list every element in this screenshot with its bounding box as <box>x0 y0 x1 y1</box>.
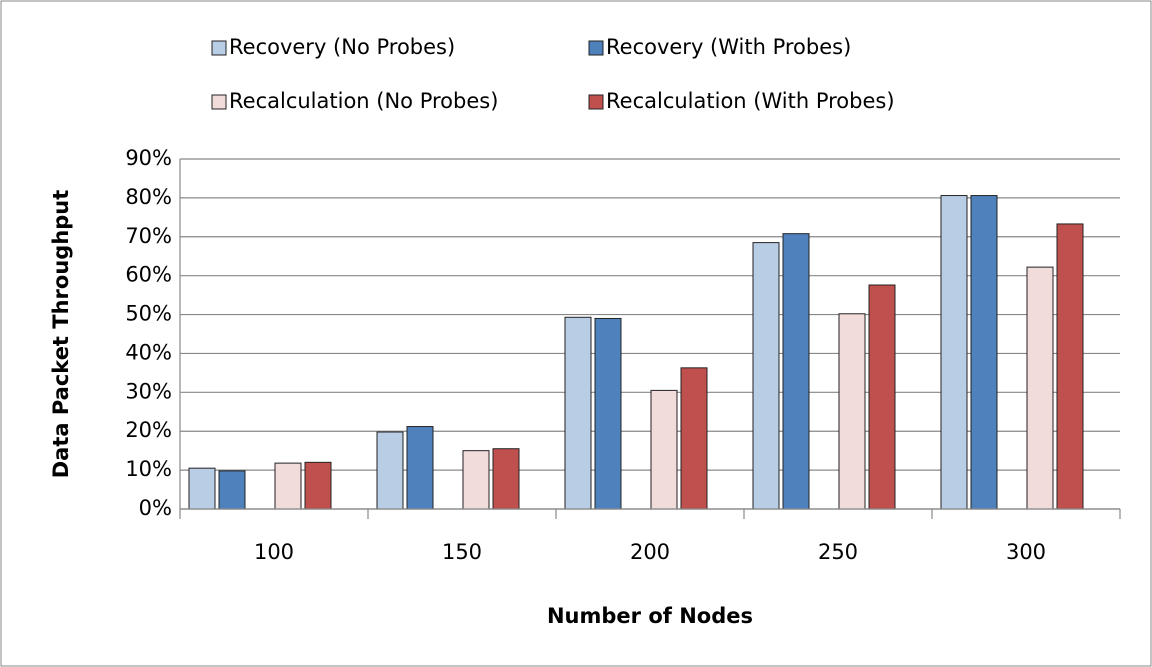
bar <box>492 448 520 510</box>
bar <box>274 462 302 510</box>
bar <box>868 284 896 510</box>
bar <box>462 450 490 510</box>
legend-swatch <box>588 40 604 56</box>
x-axis-title: Number of Nodes <box>547 604 753 628</box>
x-tick-label: 300 <box>1006 540 1046 564</box>
bar <box>406 426 434 510</box>
bar <box>304 461 332 510</box>
y-axis-title: Data Packet Throughput <box>49 190 73 479</box>
bar <box>1026 266 1054 510</box>
legend-label: Recalculation (With Probes) <box>606 89 895 113</box>
y-tick-label: 80% <box>125 185 172 209</box>
bar <box>970 195 998 510</box>
y-tick-label: 50% <box>125 302 172 326</box>
bar <box>594 317 622 510</box>
y-tick-label: 0% <box>139 496 172 520</box>
x-tick-label: 150 <box>442 540 482 564</box>
y-tick-label: 20% <box>125 418 172 442</box>
bar <box>940 195 968 510</box>
bar <box>218 470 246 510</box>
bar <box>376 431 404 510</box>
bar <box>650 389 678 510</box>
bar <box>564 316 592 510</box>
bar <box>1056 223 1084 510</box>
legend-label: Recovery (With Probes) <box>606 35 851 59</box>
y-tick-label: 70% <box>125 224 172 248</box>
legend-label: Recalculation (No Probes) <box>229 89 498 113</box>
bar <box>188 467 216 510</box>
legend-swatch <box>211 94 227 110</box>
legend-swatch <box>211 40 227 56</box>
x-tick-label: 250 <box>818 540 858 564</box>
legend-swatch <box>588 94 604 110</box>
y-tick-label: 30% <box>125 379 172 403</box>
y-tick-label: 90% <box>125 146 172 170</box>
y-tick-label: 40% <box>125 340 172 364</box>
bar <box>680 367 708 510</box>
y-tick-label: 60% <box>125 263 172 287</box>
x-tick-label: 200 <box>630 540 670 564</box>
legend-label: Recovery (No Probes) <box>229 35 455 59</box>
bar <box>838 313 866 510</box>
x-tick-label: 100 <box>254 540 294 564</box>
y-tick-label: 10% <box>125 457 172 481</box>
bar <box>752 242 780 510</box>
bar <box>782 233 810 510</box>
